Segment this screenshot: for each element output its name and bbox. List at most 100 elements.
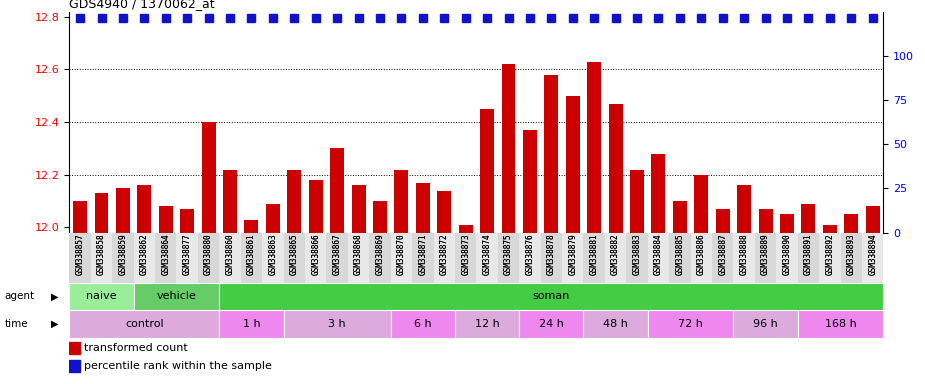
Text: GSM338887: GSM338887 bbox=[718, 234, 727, 275]
Bar bbox=[587, 61, 601, 233]
Bar bbox=[413, 233, 434, 283]
Text: GSM338877: GSM338877 bbox=[183, 234, 191, 275]
Bar bbox=[626, 233, 647, 283]
Text: soman: soman bbox=[533, 291, 570, 301]
Bar bbox=[288, 169, 302, 233]
Bar bbox=[155, 233, 177, 283]
Text: GSM338891: GSM338891 bbox=[804, 234, 813, 275]
Bar bbox=[459, 225, 473, 233]
Text: GSM338878: GSM338878 bbox=[547, 234, 556, 275]
Text: naive: naive bbox=[86, 291, 117, 301]
Bar bbox=[69, 360, 80, 372]
Bar bbox=[712, 233, 734, 283]
Bar bbox=[862, 233, 883, 283]
Bar bbox=[669, 233, 691, 283]
Text: GSM338892: GSM338892 bbox=[825, 234, 834, 275]
Text: GSM338858: GSM338858 bbox=[97, 234, 106, 275]
Bar bbox=[69, 310, 219, 338]
Text: GSM338879: GSM338879 bbox=[568, 234, 577, 275]
Bar bbox=[434, 233, 455, 283]
Bar bbox=[262, 233, 284, 283]
Bar bbox=[584, 233, 605, 283]
Text: GSM338870: GSM338870 bbox=[397, 234, 406, 275]
Text: GSM338883: GSM338883 bbox=[633, 234, 642, 275]
Bar bbox=[69, 283, 133, 310]
Bar bbox=[219, 233, 240, 283]
Bar bbox=[797, 233, 820, 283]
Bar bbox=[352, 185, 365, 233]
Bar bbox=[734, 310, 797, 338]
Text: GSM338880: GSM338880 bbox=[204, 234, 213, 275]
Bar bbox=[390, 310, 455, 338]
Text: GSM338872: GSM338872 bbox=[439, 234, 449, 275]
Text: GSM338881: GSM338881 bbox=[590, 234, 598, 275]
Text: GSM338857: GSM338857 bbox=[76, 234, 84, 275]
Text: GSM338890: GSM338890 bbox=[783, 234, 792, 275]
Text: GSM338889: GSM338889 bbox=[761, 234, 770, 275]
Text: 168 h: 168 h bbox=[825, 319, 857, 329]
Text: GSM338866: GSM338866 bbox=[311, 234, 320, 275]
Bar bbox=[519, 310, 584, 338]
Bar bbox=[159, 206, 173, 233]
Bar bbox=[823, 225, 837, 233]
Bar bbox=[841, 233, 862, 283]
Text: GSM338885: GSM338885 bbox=[675, 234, 684, 275]
Bar bbox=[327, 233, 348, 283]
Text: GSM338893: GSM338893 bbox=[846, 234, 856, 275]
Bar bbox=[133, 233, 155, 283]
Bar bbox=[651, 154, 665, 233]
Bar bbox=[394, 169, 408, 233]
Bar bbox=[116, 188, 130, 233]
Text: GSM338889: GSM338889 bbox=[761, 234, 770, 275]
Bar bbox=[305, 233, 327, 283]
Bar bbox=[73, 201, 87, 233]
Text: GSM338863: GSM338863 bbox=[268, 234, 278, 275]
Bar bbox=[138, 185, 152, 233]
Text: GSM338886: GSM338886 bbox=[697, 234, 706, 275]
Text: GSM338883: GSM338883 bbox=[633, 234, 642, 275]
Bar bbox=[566, 96, 580, 233]
Bar bbox=[498, 233, 519, 283]
Bar bbox=[223, 169, 237, 233]
Text: GSM338861: GSM338861 bbox=[247, 234, 256, 275]
Text: GSM338877: GSM338877 bbox=[183, 234, 191, 275]
Text: GSM338868: GSM338868 bbox=[354, 234, 363, 275]
Bar bbox=[219, 283, 883, 310]
Text: transformed count: transformed count bbox=[84, 343, 188, 353]
Bar bbox=[455, 233, 476, 283]
Text: ▶: ▶ bbox=[51, 319, 58, 329]
Bar bbox=[845, 214, 858, 233]
Bar bbox=[284, 233, 305, 283]
Text: ▶: ▶ bbox=[51, 291, 58, 301]
Text: GSM338864: GSM338864 bbox=[161, 234, 170, 275]
Bar bbox=[265, 204, 280, 233]
Bar bbox=[545, 75, 559, 233]
Bar bbox=[177, 233, 198, 283]
Text: GSM338876: GSM338876 bbox=[525, 234, 535, 275]
Bar bbox=[695, 175, 709, 233]
Text: GSM338885: GSM338885 bbox=[675, 234, 684, 275]
Text: GSM338874: GSM338874 bbox=[483, 234, 491, 275]
Text: GSM338869: GSM338869 bbox=[376, 234, 385, 275]
Bar bbox=[94, 193, 108, 233]
Text: 72 h: 72 h bbox=[678, 319, 703, 329]
Text: GDS4940 / 1370062_at: GDS4940 / 1370062_at bbox=[69, 0, 215, 10]
Bar bbox=[348, 233, 369, 283]
Text: GSM338860: GSM338860 bbox=[226, 234, 235, 275]
Text: agent: agent bbox=[5, 291, 35, 301]
Text: GSM338862: GSM338862 bbox=[140, 234, 149, 275]
Bar bbox=[797, 310, 883, 338]
Text: GSM338884: GSM338884 bbox=[654, 234, 663, 275]
Text: GSM338892: GSM338892 bbox=[825, 234, 834, 275]
Bar bbox=[309, 180, 323, 233]
Bar bbox=[648, 310, 734, 338]
Text: GSM338867: GSM338867 bbox=[333, 234, 341, 275]
Bar bbox=[180, 209, 194, 233]
Text: GSM338872: GSM338872 bbox=[439, 234, 449, 275]
Text: GSM338867: GSM338867 bbox=[333, 234, 341, 275]
Text: GSM338862: GSM338862 bbox=[140, 234, 149, 275]
Bar bbox=[476, 233, 498, 283]
Text: GSM338870: GSM338870 bbox=[397, 234, 406, 275]
Bar bbox=[605, 233, 626, 283]
Text: 24 h: 24 h bbox=[539, 319, 563, 329]
